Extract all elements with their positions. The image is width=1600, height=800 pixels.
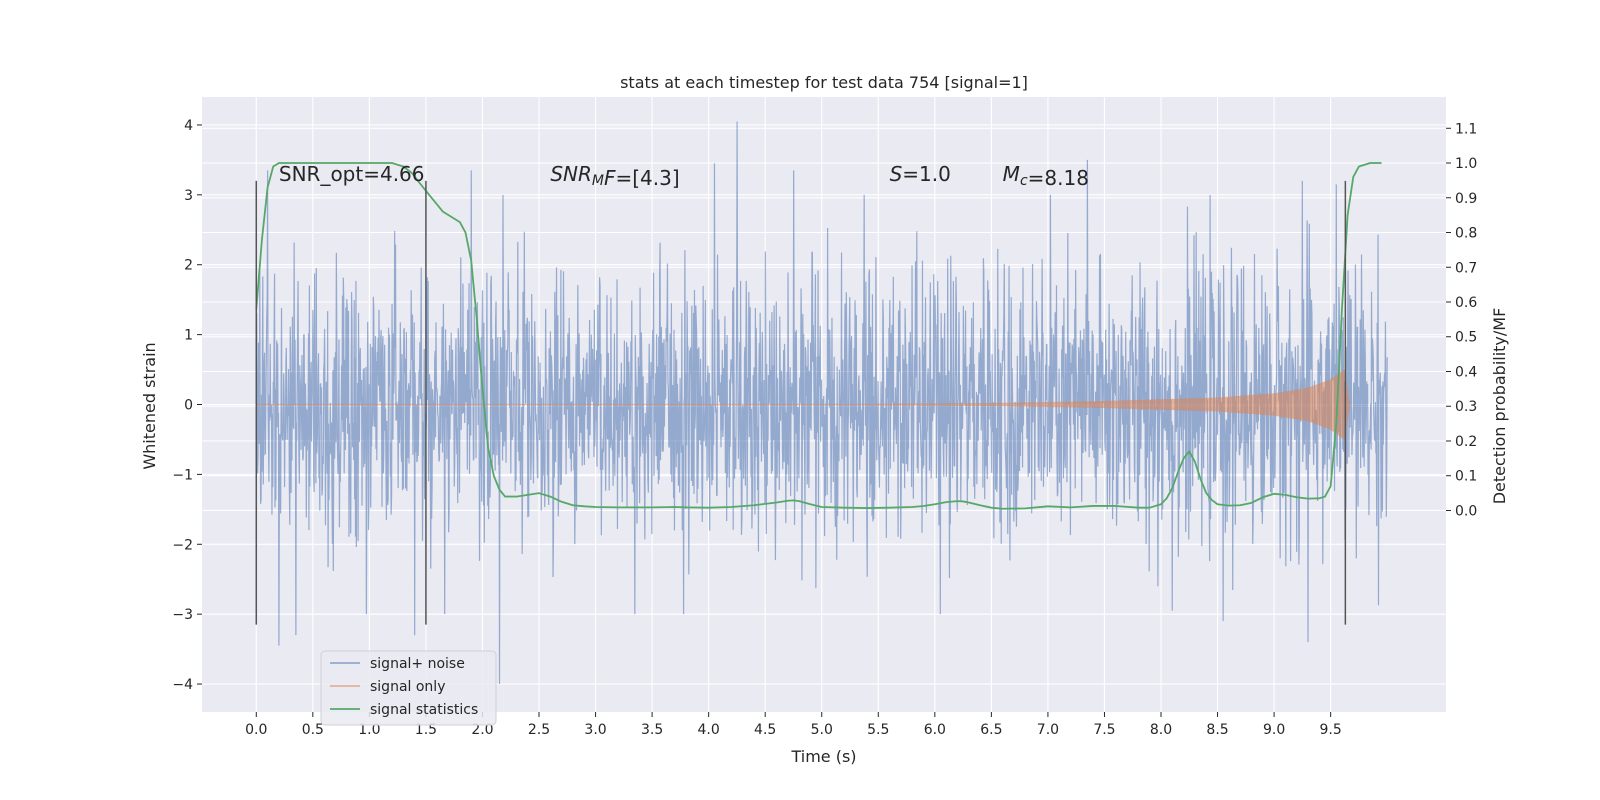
x-tick-label: 0.0 xyxy=(245,722,267,738)
x-tick-label: 7.5 xyxy=(1093,722,1115,738)
legend-label-signal-noise: signal+ noise xyxy=(370,656,465,672)
annotation-part: =8.18 xyxy=(1028,166,1089,190)
series-signal-noise xyxy=(255,121,1388,685)
y-right-tick-label: 0.7 xyxy=(1455,260,1477,276)
y-tick-label: −3 xyxy=(172,607,193,623)
x-tick-label: 1.0 xyxy=(358,722,380,738)
y-right-tick-label: 0.0 xyxy=(1455,503,1477,519)
y-right-tick-label: 0.8 xyxy=(1455,226,1477,242)
x-tick-label: 9.5 xyxy=(1320,722,1342,738)
y-right-tick-label: 0.3 xyxy=(1455,399,1477,415)
y-tick-label: −4 xyxy=(172,677,193,693)
x-tick-label: 2.5 xyxy=(528,722,550,738)
annotation-part: M xyxy=(1003,162,1020,186)
y-tick-label: 3 xyxy=(184,188,193,204)
legend-label-signal-statistics: signal statistics xyxy=(370,702,478,718)
y-tick-label: 1 xyxy=(184,328,193,344)
annotation-text: SNRMF=[4.3] xyxy=(550,162,679,190)
x-tick-label: 0.5 xyxy=(302,722,324,738)
x-tick-label: 4.5 xyxy=(754,722,776,738)
annotation-part: c xyxy=(1020,173,1028,189)
series-layer xyxy=(255,121,1388,685)
x-axis-label: Time (s) xyxy=(790,747,856,766)
x-tick-label: 1.5 xyxy=(415,722,437,738)
y-axis-right-label: Detection probability/MF xyxy=(1490,308,1509,505)
ticks: 0.0 0.5 1.0 1.5 2.0 2.5 3.0 3.5 4.0 4.5 5.0 5.5 6.0 6… xyxy=(172,118,1477,738)
y-tick-label: 4 xyxy=(184,118,193,134)
x-tick-label: 8.0 xyxy=(1150,722,1172,738)
x-tick-label: 7.0 xyxy=(1037,722,1059,738)
annotation-part: =[4.3] xyxy=(615,166,679,190)
annotation-text: S=1.0 xyxy=(890,162,951,186)
y-tick-label: 2 xyxy=(184,258,193,274)
x-tick-label: 9.0 xyxy=(1263,722,1285,738)
annotation-part: =1.0 xyxy=(902,162,951,186)
y-right-tick-label: 0.5 xyxy=(1455,330,1477,346)
x-tick-label: 6.5 xyxy=(980,722,1002,738)
x-tick-label: 4.0 xyxy=(698,722,720,738)
legend-box xyxy=(320,650,497,726)
annotations: SNR_opt=4.66 SNRMF=[4.3] S=1.0 Mc=8.18 xyxy=(279,162,1089,190)
y-right-tick-label: 0.4 xyxy=(1455,364,1477,380)
legend-label-signal-only: signal only xyxy=(370,679,445,695)
annotation-text: SNR_opt=4.66 xyxy=(279,162,425,186)
annotation-part: SNR_opt=4.66 xyxy=(279,162,425,186)
x-tick-label: 8.5 xyxy=(1206,722,1228,738)
x-tick-label: 3.0 xyxy=(584,722,606,738)
y-tick-label: −1 xyxy=(172,467,193,483)
chart-title: stats at each timestep for test data 754… xyxy=(620,73,1028,92)
y-right-tick-label: 1.1 xyxy=(1455,121,1477,137)
legend: signal+ noise signal only signal statist… xyxy=(320,650,497,726)
x-tick-label: 3.5 xyxy=(641,722,663,738)
y-right-tick-label: 0.2 xyxy=(1455,434,1477,450)
y-right-tick-label: 0.6 xyxy=(1455,295,1477,311)
y-right-tick-label: 1.0 xyxy=(1455,156,1477,172)
y-tick-label: 0 xyxy=(184,398,193,414)
y-right-tick-label: 0.9 xyxy=(1455,191,1477,207)
series-signal-only xyxy=(877,369,1351,440)
annotation-part: SNR xyxy=(550,162,592,186)
x-tick-label: 2.0 xyxy=(471,722,493,738)
annotation-part: F xyxy=(604,166,616,190)
vlines xyxy=(255,180,1347,625)
annotation-text: Mc=8.18 xyxy=(1003,162,1089,190)
series-signal-statistics xyxy=(255,162,1382,510)
x-tick-label: 6.0 xyxy=(924,722,946,738)
y-axis-label: Whitened strain xyxy=(140,342,159,469)
annotation-part: M xyxy=(592,173,604,189)
y-right-tick-label: 0.1 xyxy=(1455,469,1477,485)
x-tick-label: 5.0 xyxy=(811,722,833,738)
y-tick-label: −2 xyxy=(172,537,193,553)
x-tick-label: 5.5 xyxy=(867,722,889,738)
annotation-part: S xyxy=(890,162,903,186)
